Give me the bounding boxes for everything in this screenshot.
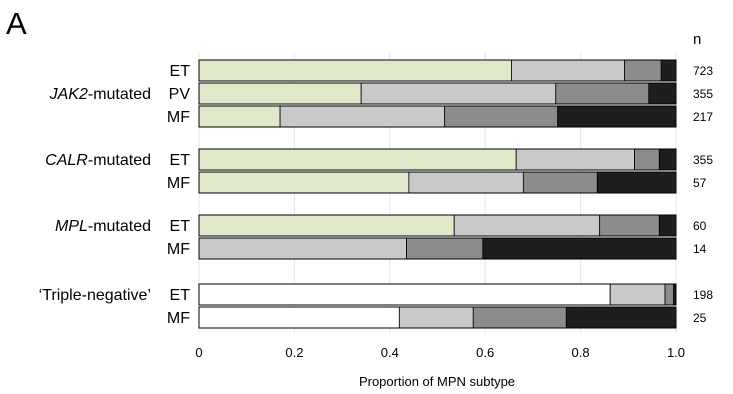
bar-segment [360,82,557,105]
group-label-suffix: ‘Triple-negative’ [39,287,151,304]
x-tick-label: 0.8 [572,345,590,360]
bar-segment [664,283,675,306]
subtype-label: ET [170,218,191,235]
bar-segment [453,214,601,237]
n-value: 198 [693,288,713,302]
bar-outline [198,59,677,82]
bar-segment [444,105,559,128]
group-label: MPL-mutated [55,218,151,235]
bar-segment [609,283,666,306]
bar-segment [198,283,611,306]
bar-segment [522,171,598,194]
group-label-suffix: -mutated [88,218,151,235]
bar-segment [599,214,660,237]
n-value: 57 [693,176,707,190]
subtype-label: ET [170,152,191,169]
bar-outline [198,237,677,260]
bar-segment [198,214,455,237]
bar-outline [198,148,677,171]
bar-segment [198,148,517,171]
group-label-gene: CALR [45,152,88,169]
bar-segment [624,59,662,82]
bar-segment [557,105,677,128]
group-label: ‘Triple-negative’ [39,287,151,304]
bar-segment [596,171,677,194]
bar-segment [555,82,650,105]
x-tick-label: 0.2 [285,345,303,360]
bar-outline [198,105,677,128]
bar-segment [398,306,474,329]
x-tick-label: 1.0 [667,345,685,360]
bar-segment [565,306,677,329]
group-label-suffix: -mutated [88,86,151,103]
bar-segment [198,306,400,329]
panel-label: A [6,6,27,41]
bar-segment [198,171,410,194]
n-value: 355 [693,153,713,167]
bar-outline [198,306,677,329]
n-value: 217 [693,110,713,124]
bar-segment [406,237,484,260]
bar-outline [198,283,677,306]
group-label: JAK2-mutated [49,86,151,103]
bar-segment [472,306,567,329]
bar-segment [515,148,635,171]
n-value: 723 [693,64,713,78]
n-value: 60 [693,219,707,233]
group-label-gene: JAK2 [49,86,88,103]
subtype-label: MF [167,109,190,126]
bar-segment [279,105,446,128]
bar-segment [482,237,677,260]
bar-segment [658,148,677,171]
bar-segment [198,82,362,105]
bar-outline [198,214,677,237]
bar-segment [648,82,677,105]
n-value: 355 [693,87,713,101]
subtype-label: PV [169,86,191,103]
bar-outline [198,82,677,105]
bar-segment [658,214,677,237]
x-axis-label: Proportion of MPN subtype [359,374,515,389]
bar-segment [511,59,625,82]
bar-segment [408,171,524,194]
bar-segment [198,59,512,82]
group-label-gene: MPL [55,218,88,235]
bar-outline [198,171,677,194]
bar-segment [198,105,281,128]
n-column-header: n [693,31,701,48]
n-value: 14 [693,242,707,256]
x-axis: 0 0.2 0.4 0.6 0.8 1.0 [195,345,685,360]
x-tick-label: 0.6 [476,345,494,360]
subtype-label: ET [170,63,191,80]
subtype-label: MF [167,310,190,327]
group-label: CALR-mutated [45,152,151,169]
n-value: 25 [693,311,707,325]
group-label-suffix: -mutated [88,152,151,169]
subtype-label: MF [167,175,190,192]
bars [198,59,677,329]
subtype-label: MF [167,241,190,258]
x-tick-label: 0 [195,345,202,360]
x-tick-label: 0.4 [381,345,399,360]
bar-segment [198,237,407,260]
bar-segment [660,59,677,82]
subtype-label: ET [170,287,191,304]
bar-segment [634,148,660,171]
